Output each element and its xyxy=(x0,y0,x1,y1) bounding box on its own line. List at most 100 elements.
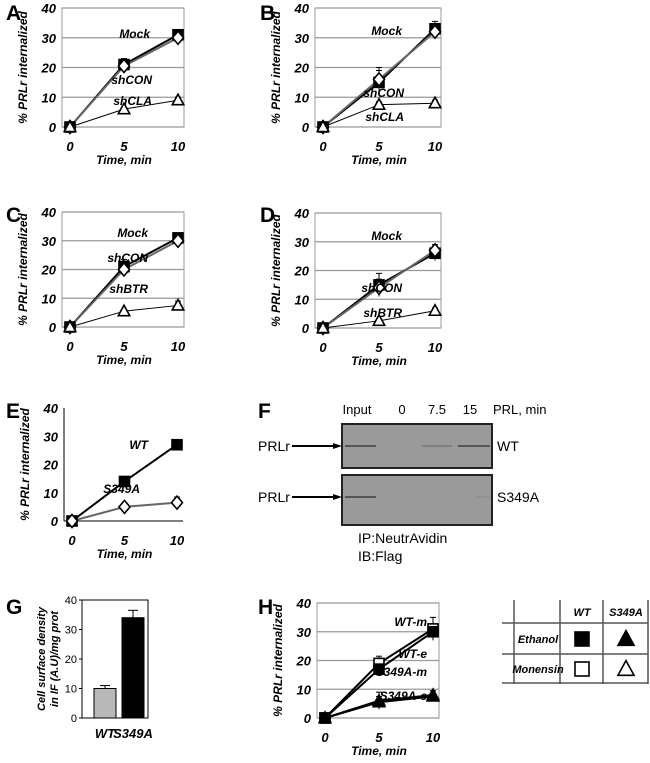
panel-letter-G: G xyxy=(6,596,22,619)
x-tick-label: 10 xyxy=(426,730,441,745)
data-point-S349A-e xyxy=(371,694,387,708)
band-label: PRLr xyxy=(258,489,290,505)
arrow-head-icon xyxy=(333,494,342,500)
lane-label: Input xyxy=(343,402,372,417)
x-axis-label: Time, min xyxy=(97,547,153,561)
data-point-WT-e xyxy=(373,663,385,675)
y-tick-label: 40 xyxy=(294,206,310,221)
y-tick-label: 10 xyxy=(44,486,59,501)
data-point-S349A xyxy=(117,499,132,515)
y-tick-label: 20 xyxy=(65,654,77,666)
y-tick-label: 0 xyxy=(71,713,77,725)
data-point-shCLA xyxy=(62,119,78,133)
y-tick-label: 40 xyxy=(294,1,310,16)
data-point-shCON xyxy=(372,280,386,296)
panel-letter-F: F xyxy=(258,400,271,423)
arrow-head-icon xyxy=(333,443,342,449)
legend-marker-filled-triangle xyxy=(616,628,636,647)
series-label: Mock xyxy=(119,27,151,41)
legend-marker-filled-square xyxy=(574,631,590,647)
data-point-shBTR xyxy=(427,303,443,317)
series-label: S349A-m xyxy=(376,665,428,679)
data-point-shCON xyxy=(117,58,131,74)
x-tick-label: 10 xyxy=(171,139,186,154)
y-tick-label: 10 xyxy=(295,90,310,105)
series-label: WT-e xyxy=(398,647,427,661)
series-label: Mock xyxy=(117,226,149,240)
chart-H: 0 10 20 30 40 0 5 10 Time, min % PRLr internalize… xyxy=(271,596,441,758)
y-tick-label: 30 xyxy=(42,234,57,249)
y-tick-label: 40 xyxy=(296,596,312,611)
blot-strip-S349A xyxy=(341,474,493,526)
data-point-shCLA xyxy=(371,97,387,110)
y-tick-label: 0 xyxy=(49,120,57,135)
sample-label: WT xyxy=(497,438,519,454)
lane-label: PRL, min xyxy=(493,402,546,417)
table-row-label: Monensin xyxy=(512,664,564,676)
sample-label: S349A xyxy=(497,489,540,505)
y-tick-label: 40 xyxy=(43,401,59,416)
x-tick-label: 5 xyxy=(121,533,129,548)
series-label: S349A xyxy=(103,482,140,496)
x-tick-label: 5 xyxy=(120,139,128,154)
table-row-label: Ethanol xyxy=(518,634,559,646)
y-tick-label: 20 xyxy=(294,61,310,76)
x-tick-label: 5 xyxy=(375,139,383,154)
panel-letter-E: E xyxy=(6,400,20,423)
data-point-WT xyxy=(171,438,183,451)
y-tick-label: 20 xyxy=(41,263,57,278)
x-tick-label: 0 xyxy=(66,139,74,154)
chart-B: 0 10 20 30 40 0 5 10 Time, min % PRLr internalize… xyxy=(269,1,443,167)
data-point-shBTR xyxy=(170,297,186,311)
y-tick-label: 0 xyxy=(51,514,59,529)
y-axis-label: % PRLr internalized xyxy=(16,10,30,123)
panel-letter-B: B xyxy=(260,2,275,25)
y-tick-label: 20 xyxy=(41,61,57,76)
y-axis-label-line2: in IF (A.U)/mg prot xyxy=(49,610,61,707)
series-label: shCON xyxy=(111,73,152,87)
legend-table: WT S349A Ethanol Monensin xyxy=(502,600,649,684)
series-label: Mock xyxy=(371,24,403,38)
y-tick-label: 10 xyxy=(295,292,310,307)
bar-WT xyxy=(93,688,117,719)
x-tick-label: 5 xyxy=(120,339,128,354)
data-point-shCON xyxy=(171,233,185,249)
y-tick-label: 0 xyxy=(49,320,57,335)
y-tick-label: 0 xyxy=(302,321,310,336)
series-label: WT-m xyxy=(394,615,427,629)
x-axis-label: Time, min xyxy=(351,354,407,368)
y-axis-label: % PRLr internalized xyxy=(16,212,30,325)
x-axis-label: Time, min xyxy=(351,744,407,758)
y-axis-label: % PRLr internalized xyxy=(269,213,283,326)
y-tick-label: 10 xyxy=(297,682,312,697)
y-tick-label: 30 xyxy=(297,625,312,640)
data-point-WT-e xyxy=(427,625,439,638)
y-tick-label: 20 xyxy=(296,654,312,669)
x-tick-label: S349A xyxy=(113,726,153,741)
lane-label: 7.5 xyxy=(428,402,446,417)
panel-letter-C: C xyxy=(6,204,21,227)
series-label: shCON xyxy=(361,281,402,295)
x-tick-label: 5 xyxy=(375,340,383,355)
data-point-shBTR xyxy=(315,320,331,334)
series-label: shCLA xyxy=(113,94,152,108)
x-tick-label: 0 xyxy=(68,533,76,548)
y-tick-label: 40 xyxy=(41,1,57,16)
series-label: shCON xyxy=(107,251,148,265)
lane-label: 0 xyxy=(398,402,405,417)
chart-E: 0 10 20 30 40 0 5 10 Time, min % PRLr internalize… xyxy=(18,401,185,561)
data-point-shBTR xyxy=(116,303,132,317)
panel-letter-D: D xyxy=(260,204,275,227)
panel-letter-H: H xyxy=(258,596,273,619)
data-point-shCLA xyxy=(170,92,186,106)
y-tick-label: 20 xyxy=(43,458,59,473)
y-tick-label: 10 xyxy=(42,291,57,306)
data-point-shCON xyxy=(428,242,442,259)
y-axis-label: Cell surface density xyxy=(36,606,48,711)
legend-marker-open-triangle xyxy=(616,658,636,677)
y-axis-label: % PRLr internalized xyxy=(18,407,32,520)
chart-D: 0 10 20 30 40 0 5 10 Time, min % PRLr internalize… xyxy=(269,206,443,368)
x-tick-label: WT xyxy=(95,726,116,741)
